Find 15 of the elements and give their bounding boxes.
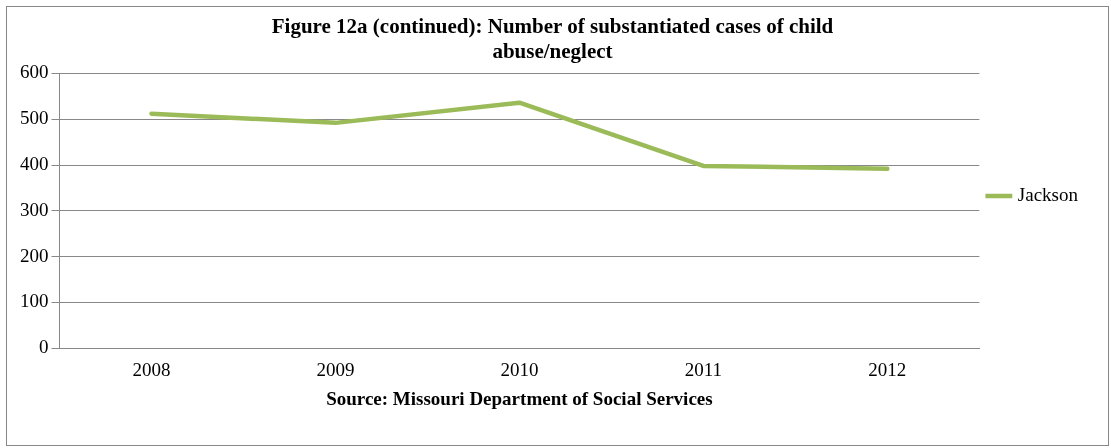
x-tick-label: 2011 — [684, 358, 723, 380]
y-tick-label: 200 — [20, 244, 49, 266]
x-tick-label: 2008 — [132, 358, 171, 380]
x-tick-label: 2010 — [500, 358, 539, 380]
chart-title: Figure 12a (continued): Number of substantiated cases of child abuse/neglect — [271, 14, 834, 64]
y-tick-label: 400 — [20, 152, 49, 174]
y-tick-label: 600 — [20, 61, 49, 83]
y-tick-label: 500 — [20, 107, 49, 129]
y-tick-label: 0 — [39, 336, 49, 358]
y-tick-label: 100 — [20, 290, 49, 312]
source-note: Source: Missouri Department of Social Services — [326, 387, 713, 409]
x-tick-label: 2012 — [868, 358, 907, 380]
legend-label: Jackson — [1017, 183, 1079, 205]
y-tick-label: 300 — [20, 198, 49, 220]
x-tick-label: 2009 — [316, 358, 355, 380]
